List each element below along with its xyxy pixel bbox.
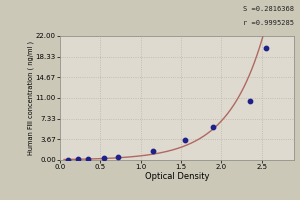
Point <box>150 149 155 153</box>
Point <box>263 47 268 50</box>
Point <box>183 139 188 142</box>
Point <box>75 158 80 161</box>
Text: r =0.9995285: r =0.9995285 <box>243 20 294 26</box>
Point <box>247 99 252 102</box>
Y-axis label: Human FⅡⅠ concentration ( ng/ml ): Human FⅡⅠ concentration ( ng/ml ) <box>28 41 34 155</box>
Point <box>116 155 121 158</box>
Text: S =0.2816368: S =0.2816368 <box>243 6 294 12</box>
Point <box>102 157 107 160</box>
X-axis label: Optical Density: Optical Density <box>145 172 209 181</box>
Point <box>86 157 91 161</box>
Point <box>66 158 70 161</box>
Point <box>211 126 216 129</box>
